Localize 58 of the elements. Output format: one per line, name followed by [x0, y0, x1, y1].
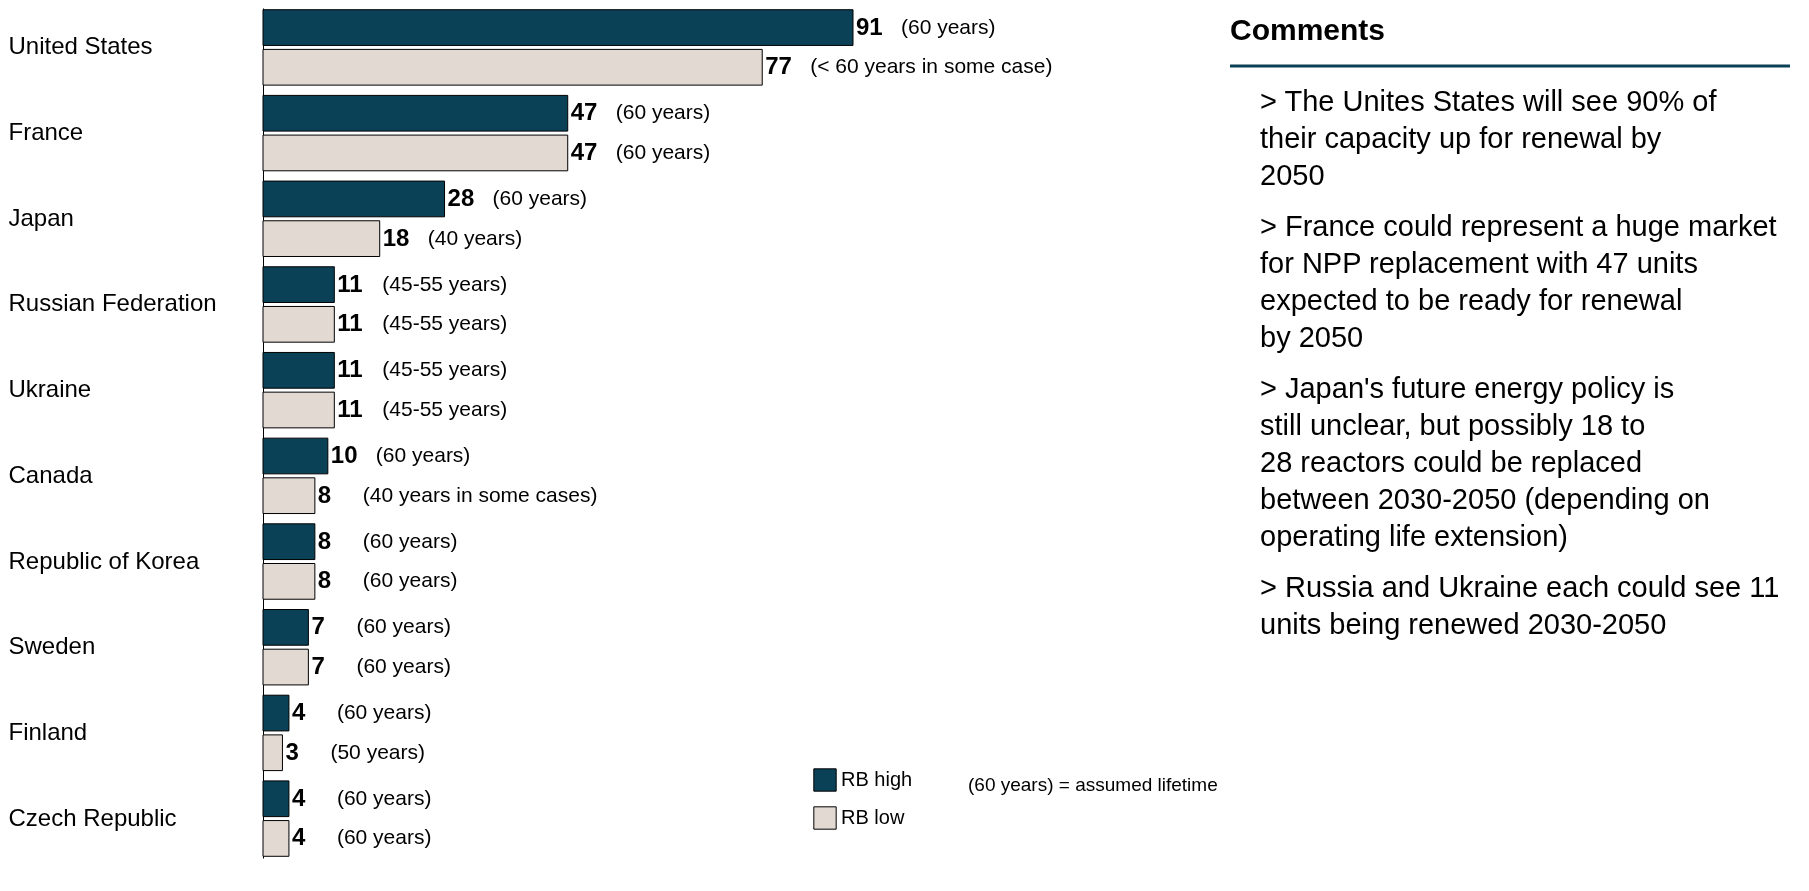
y-tick-label: Japan — [8, 203, 74, 231]
y-tick-label: France — [8, 118, 84, 146]
data-label: 11 — [337, 309, 363, 337]
y-tick-label: Republic of Korea — [8, 546, 200, 574]
data-label: 4 — [291, 783, 306, 811]
y-tick-label: United States — [8, 32, 153, 60]
annotation: (60 years) — [901, 14, 996, 38]
text: > France could represent a huge market for NPP replacement with 47 units expected to be ready for renewal by 2050 — [1260, 210, 1777, 353]
annotation: (60 years) — [362, 528, 458, 552]
annotation: (60 years) — [615, 139, 711, 163]
annotation: (45-55 years) — [382, 311, 508, 335]
y-tick-label: Sweden — [8, 632, 96, 660]
text: > Japan's future energy policy is still unclear, but possibly 18 to 28 reactors could be replaced between 2030-2050 (depending on operating life extension) — [1260, 372, 1710, 552]
y-tick-label: Russian Federation — [8, 289, 217, 317]
y-tick-label: Finland — [8, 717, 88, 745]
legend-label: RB low — [841, 806, 905, 828]
data-label: 4 — [291, 698, 306, 726]
annotation: (60 years) — [492, 185, 588, 209]
y-tick-label: Canada — [8, 460, 94, 488]
data-label: 4 — [291, 823, 306, 851]
annotation: (45-55 years) — [382, 397, 508, 420]
data-label: 3 — [285, 737, 299, 765]
data-label: 11 — [337, 269, 363, 297]
annotation: (60 years) — [336, 825, 432, 849]
text: (60 years) = assumed lifetime — [968, 774, 1218, 795]
annotation: (60 years) — [362, 568, 458, 592]
annotation: (60 years) — [615, 100, 711, 124]
annotation: (45-55 years) — [382, 357, 508, 381]
data-label: 7 — [311, 652, 325, 680]
text: Comments — [1230, 13, 1386, 46]
data-label: 8 — [317, 526, 332, 554]
y-tick-label: Czech Republic — [8, 803, 177, 831]
annotation: (60 years) — [336, 785, 432, 809]
data-label: 8 — [317, 480, 332, 508]
y-tick-label: Ukraine — [8, 375, 92, 403]
data-label: 8 — [317, 566, 332, 594]
data-label: 7 — [311, 612, 325, 640]
annotation: (50 years) — [330, 739, 425, 763]
data-label: 11 — [337, 355, 363, 383]
annotation: (< 60 years in some case) — [810, 54, 1053, 78]
annotation: (60 years) — [356, 614, 451, 638]
annotation: (60 years) — [356, 654, 451, 678]
data-label: 47 — [570, 137, 598, 165]
data-label: 28 — [447, 183, 475, 211]
data-label: 11 — [337, 395, 363, 422]
text: > Russia and Ukraine each could see 11 units being renewed 2030-2050 — [1260, 571, 1780, 640]
data-label: 91 — [856, 12, 883, 40]
text: > The Unites States will see 90% of their capacity up for renewal by 2050 — [1260, 85, 1718, 191]
annotation: (40 years) — [427, 225, 523, 249]
annotation: (60 years) — [336, 700, 432, 724]
annotation: (45-55 years) — [382, 271, 508, 295]
data-label: 18 — [382, 223, 410, 251]
data-label: 77 — [765, 52, 792, 80]
data-label: 47 — [570, 98, 598, 126]
data-label: 10 — [330, 441, 358, 468]
annotation: (60 years) — [375, 443, 471, 466]
legend-label: RB high — [841, 768, 913, 790]
annotation: (40 years in some cases) — [362, 482, 598, 506]
